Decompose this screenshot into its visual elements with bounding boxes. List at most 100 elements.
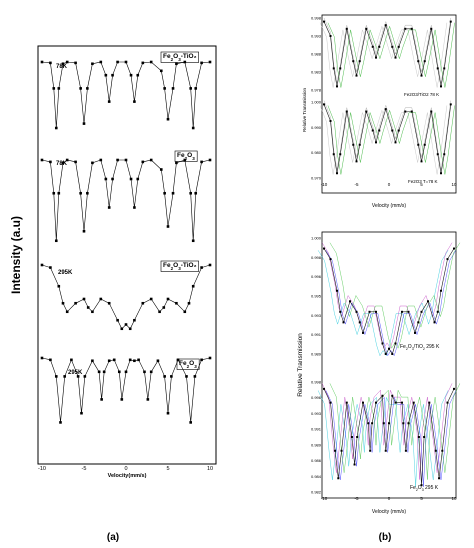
- panel-a-point: [128, 358, 132, 362]
- panel-a-point: [102, 370, 106, 374]
- panel-a-point: [200, 358, 203, 362]
- panel-b-ytick: 0.990: [311, 125, 322, 130]
- panel-a-point: [79, 87, 82, 90]
- panel-b-point: [404, 449, 407, 452]
- panel-a-point: [175, 161, 178, 165]
- panel-b-point: [382, 422, 385, 425]
- panel-b-bottom-xlabel: Velocity (mm/s): [372, 509, 407, 515]
- panel-a-point: [74, 301, 77, 305]
- panel-b-point: [410, 110, 413, 113]
- panel-b-ytick: 0.995: [311, 294, 322, 299]
- panel-a-point: [91, 62, 94, 66]
- panel-a-point: [124, 370, 128, 374]
- panel-b-point: [323, 20, 325, 23]
- panel-b-point: [323, 387, 325, 390]
- panel-b-point: [404, 27, 407, 30]
- panel-b-point: [353, 463, 356, 466]
- panel-a-legend-0: Fe2O3-TiO₂: [163, 53, 197, 62]
- panel-a-point: [146, 398, 150, 401]
- panel-b-point: [420, 74, 423, 77]
- panel-a-point: [111, 73, 114, 77]
- panel-a-legend-box-3: [176, 358, 200, 370]
- panel-b-fit-component: [321, 383, 453, 480]
- panel-b-point: [323, 103, 325, 106]
- panel-a-point: [82, 122, 86, 125]
- panel-a-point: [136, 177, 140, 181]
- panel-a-point: [107, 206, 111, 209]
- panel-a-point: [57, 87, 61, 90]
- panel-a-point: [49, 358, 52, 362]
- panel-b-point: [401, 401, 403, 404]
- panel-a-series: Fe2O3-TiO₂ 78K Fe2O3 78K Fe2O3-TiO₂ 295K Fe2O3…: [40, 51, 212, 424]
- panel-a-point: [99, 158, 103, 162]
- panel-b-point: [427, 300, 429, 303]
- panel-b-fit-component: [319, 105, 448, 175]
- panel-b-ytick: 1.000: [311, 236, 322, 241]
- panel-b-point: [391, 353, 394, 355]
- panel-b-point: [420, 310, 423, 313]
- panel-a-point: [183, 158, 187, 162]
- panel-a-point: [49, 160, 52, 164]
- panel-a-point: [189, 421, 192, 424]
- panel-a-xtick-3: 5: [166, 466, 169, 472]
- panel-b-xtick-4: 10: [451, 496, 457, 501]
- panel-b-fit-component: [319, 22, 448, 88]
- panel-b-fit-total: [323, 248, 455, 355]
- panel-a-point: [166, 297, 170, 301]
- panel-b-point: [433, 321, 436, 324]
- panel-a-point: [107, 100, 111, 103]
- panel-b-top-subplots: 0.998 0.993 0.988 0.983 0.978 Fe2O3/TiO2 78 K…: [311, 16, 455, 184]
- panel-a-point: [97, 370, 101, 374]
- panel-b-point: [339, 153, 342, 156]
- panel-a-point: [129, 177, 133, 181]
- panel-b-xtick-2: 0: [388, 496, 391, 501]
- panel-b-point: [349, 300, 351, 303]
- panel-a-line-3: [41, 357, 211, 423]
- panel-a-temp-0: 78K: [56, 64, 68, 70]
- panel-a-point: [99, 60, 103, 64]
- panel-b-point: [384, 449, 387, 452]
- panel-a-point: [124, 158, 128, 162]
- panel-b-point: [453, 247, 455, 250]
- panel-b-point: [384, 108, 387, 111]
- panel-b-point: [440, 289, 442, 292]
- panel-b-point: [358, 143, 361, 146]
- panel-a-point: [65, 60, 69, 64]
- panel-b-point: [329, 258, 332, 261]
- panel-b-point: [339, 67, 342, 70]
- panel-b-point: [371, 422, 374, 425]
- panel-a-point: [65, 310, 69, 314]
- panel-a-point: [40, 60, 44, 64]
- panel-a-point: [116, 158, 119, 162]
- panel-b-point: [394, 342, 397, 345]
- panel-b-ytick: 0.993: [311, 411, 322, 416]
- panel-a-point: [100, 398, 103, 401]
- panel-b-point: [446, 258, 449, 261]
- panel-b-point: [391, 45, 394, 48]
- panel-b-ytick: 0.998: [311, 255, 322, 260]
- panel-b-fit-component: [317, 250, 449, 357]
- panel-a-point: [162, 306, 166, 309]
- panel-b-point: [436, 67, 439, 70]
- panel-a-point: [74, 61, 77, 65]
- panel-b-point: [407, 310, 410, 313]
- panel-b-point: [436, 153, 439, 156]
- panel-a-point: [194, 87, 198, 90]
- panel-a-point: [133, 359, 136, 363]
- panel-b-ytick: 0.984: [311, 474, 322, 479]
- panel-b-point: [362, 331, 364, 334]
- panel-b-point: [417, 321, 420, 324]
- panel-a-point: [116, 60, 119, 64]
- panel-a-point: [193, 375, 197, 378]
- panel-a-point: [159, 69, 163, 73]
- panel-b-ytick: 0.993: [311, 313, 322, 318]
- panel-b-point: [394, 401, 397, 404]
- panel-b-point: [449, 20, 452, 23]
- panel-a-xticks: -10 -5 0 5 10: [38, 466, 213, 472]
- panel-b-fit-total: [323, 388, 455, 486]
- panel-b-ytick: 0.983: [311, 70, 322, 75]
- panel-a-point: [163, 87, 166, 90]
- panel-b-point: [417, 436, 420, 438]
- panel-b-point: [381, 342, 384, 345]
- panel-b-point: [352, 143, 355, 146]
